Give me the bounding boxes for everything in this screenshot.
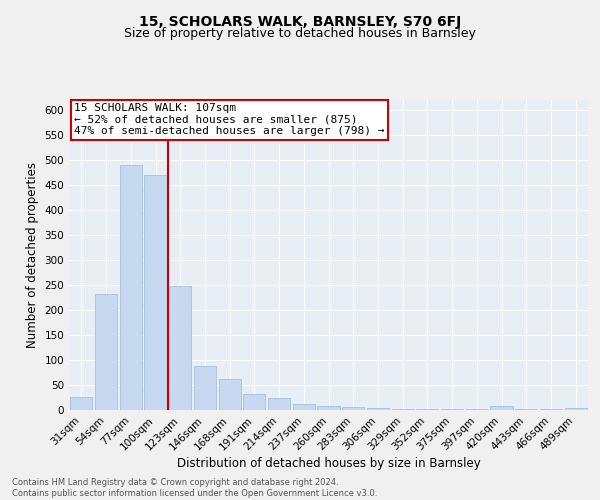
Bar [565,408,587,410]
Bar [490,406,512,410]
Bar [119,165,142,410]
Text: 15, SCHOLARS WALK, BARNSLEY, S70 6FJ: 15, SCHOLARS WALK, BARNSLEY, S70 6FJ [139,15,461,29]
Bar [145,175,167,410]
X-axis label: Distribution of detached houses by size in Barnsley: Distribution of detached houses by size … [176,458,481,470]
Bar [515,409,538,410]
Bar [317,406,340,410]
Text: Contains HM Land Registry data © Crown copyright and database right 2024.
Contai: Contains HM Land Registry data © Crown c… [12,478,377,498]
Bar [95,294,117,410]
Text: Size of property relative to detached houses in Barnsley: Size of property relative to detached ho… [124,28,476,40]
Bar [441,409,463,410]
Bar [268,398,290,410]
Bar [392,408,414,410]
Text: 15 SCHOLARS WALK: 107sqm
← 52% of detached houses are smaller (875)
47% of semi-: 15 SCHOLARS WALK: 107sqm ← 52% of detach… [74,103,385,136]
Bar [194,366,216,410]
Bar [342,406,364,410]
Bar [218,379,241,410]
Bar [367,408,389,410]
Y-axis label: Number of detached properties: Number of detached properties [26,162,39,348]
Bar [293,404,315,410]
Bar [416,409,439,410]
Bar [243,394,265,410]
Bar [540,409,562,410]
Bar [70,397,92,410]
Bar [169,286,191,410]
Bar [466,409,488,410]
